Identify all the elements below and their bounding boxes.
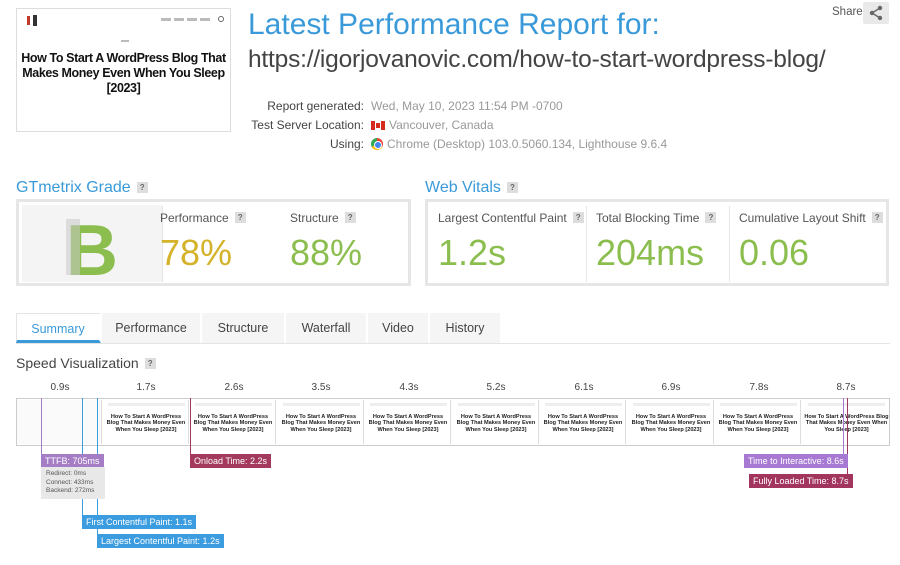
filmstrip-frame: How To Start A WordPress Blog That Makes… — [104, 400, 189, 444]
page-thumbnail: How To Start A WordPress Blog That Makes… — [16, 8, 231, 132]
speed-visualization-heading: Speed Visualization? — [16, 355, 156, 371]
fully-loaded-marker-line — [847, 398, 848, 474]
connect-time: Connect: 433ms — [46, 478, 94, 486]
fcp-marker[interactable]: First Contentful Paint: 1.1s — [82, 515, 197, 529]
web-vitals-heading: Web Vitals? — [425, 179, 518, 197]
help-icon[interactable]: ? — [344, 212, 356, 223]
help-icon[interactable]: ? — [234, 212, 246, 223]
grade-letter: B — [66, 211, 118, 291]
lcp-value: 1.2s — [438, 232, 507, 273]
report-generated-value: Wed, May 10, 2023 11:54 PM -0700 — [371, 99, 563, 113]
tab-history[interactable]: History — [430, 313, 502, 343]
report-generated-label: Report generated: — [267, 99, 364, 113]
frame-time-label: 5.2s — [486, 382, 506, 393]
filmstrip-frame: How To Start A WordPress Blog That Makes… — [366, 400, 451, 444]
using-label: Using: — [329, 137, 364, 151]
ttfb-marker-line — [41, 398, 42, 454]
server-location-row: Test Server Location: Vancouver, Canada — [248, 118, 848, 134]
filmstrip-frame: How To Start A WordPress Blog That Makes… — [716, 400, 801, 444]
structure-label: Structure? — [290, 211, 356, 225]
gtmetrix-grade-heading: GTmetrix Grade? — [16, 179, 148, 197]
server-location-label: Test Server Location: — [251, 118, 364, 132]
server-location-value: Vancouver, Canada — [389, 118, 494, 132]
ttfb-marker[interactable]: TTFB: 705ms — [41, 454, 104, 468]
site-logo-icon — [27, 15, 41, 27]
redirect-time: Redirect: 0ms — [46, 470, 87, 477]
report-title: Latest Performance Report for: — [248, 8, 660, 41]
filmstrip-frame: How To Start A WordPress Blog That Makes… — [279, 400, 364, 444]
help-icon[interactable]: ? — [705, 212, 717, 223]
help-icon[interactable]: ? — [144, 358, 156, 369]
frame-time-label: 4.3s — [399, 382, 419, 393]
frame-time-label: 2.6s — [224, 382, 244, 393]
frame-time-label: 6.1s — [574, 382, 594, 393]
frame-time-label: 0.9s — [50, 382, 70, 393]
web-vitals-card: Largest Contentful Paint? 1.2s Total Blo… — [425, 199, 889, 286]
tab-video[interactable]: Video — [368, 313, 430, 343]
report-tabs: Summary Performance Structure Waterfall … — [16, 313, 890, 344]
share-label: Share — [832, 6, 863, 18]
filmstrip-frame — [17, 400, 102, 444]
share-icon — [869, 5, 883, 21]
filmstrip-frame: How To Start A WordPress Blog That Makes… — [191, 400, 276, 444]
frame-time-label: 1.7s — [136, 382, 156, 393]
tti-marker-line — [843, 398, 844, 454]
frame-time-label: 6.9s — [661, 382, 681, 393]
frame-time-label: 8.7s — [836, 382, 856, 393]
thumbnail-nav — [161, 18, 210, 21]
frame-time-label: 7.8s — [749, 382, 769, 393]
lcp-label: Largest Contentful Paint? — [438, 211, 584, 225]
cls-value: 0.06 — [739, 232, 810, 273]
grade-box: B — [22, 205, 162, 291]
tbt-label: Total Blocking Time? — [596, 211, 717, 225]
structure-value: 88% — [290, 232, 363, 273]
thumbnail-divider — [121, 40, 129, 42]
thumbnail-title: How To Start A WordPress Blog That Makes… — [21, 51, 226, 95]
help-icon[interactable]: ? — [136, 182, 148, 193]
report-generated-row: Report generated: Wed, May 10, 2023 11:5… — [248, 99, 848, 115]
tab-structure[interactable]: Structure — [202, 313, 286, 343]
tti-marker[interactable]: Time to Interactive: 8.6s — [744, 454, 848, 468]
tab-performance[interactable]: Performance — [102, 313, 202, 343]
filmstrip-frame: How To Start A WordPress Blog That Makes… — [804, 400, 889, 444]
report-url[interactable]: https://igorjovanovic.com/how-to-start-w… — [248, 46, 826, 73]
gtmetrix-grade-card: B Performance? 78% Structure? 88% — [16, 199, 411, 291]
chrome-icon — [371, 138, 383, 150]
filmstrip-frame: How To Start A WordPress Blog That Makes… — [541, 400, 626, 444]
onload-marker-line — [190, 398, 191, 454]
tab-waterfall[interactable]: Waterfall — [286, 313, 368, 343]
canada-flag-icon — [371, 121, 385, 130]
fully-loaded-marker[interactable]: Fully Loaded Time: 8.7s — [749, 474, 853, 488]
share-button[interactable] — [863, 2, 889, 24]
tab-summary[interactable]: Summary — [16, 313, 101, 343]
filmstrip-frame: How To Start A WordPress Blog That Makes… — [629, 400, 714, 444]
frame-time-label: 3.5s — [311, 382, 331, 393]
ttfb-breakdown: Redirect: 0ms Connect: 433ms Backend: 27… — [41, 467, 105, 499]
search-icon — [218, 16, 224, 22]
using-row: Using: Chrome (Desktop) 103.0.5060.134, … — [248, 137, 848, 153]
using-value: Chrome (Desktop) 103.0.5060.134, Lightho… — [387, 137, 668, 151]
help-icon[interactable]: ? — [506, 182, 518, 193]
performance-value: 78% — [160, 232, 233, 273]
backend-time: Backend: 272ms — [46, 487, 95, 494]
performance-label: Performance? — [160, 211, 246, 225]
filmstrip[interactable] — [16, 398, 890, 446]
filmstrip-frame: How To Start A WordPress Blog That Makes… — [454, 400, 539, 444]
lcp-marker[interactable]: Largest Contentful Paint: 1.2s — [97, 534, 224, 548]
tbt-value: 204ms — [596, 232, 705, 273]
onload-marker[interactable]: Onload Time: 2.2s — [190, 454, 272, 468]
cls-label: Cumulative Layout Shift? — [739, 211, 883, 225]
help-icon[interactable]: ? — [572, 212, 584, 223]
help-icon[interactable]: ? — [871, 212, 883, 223]
